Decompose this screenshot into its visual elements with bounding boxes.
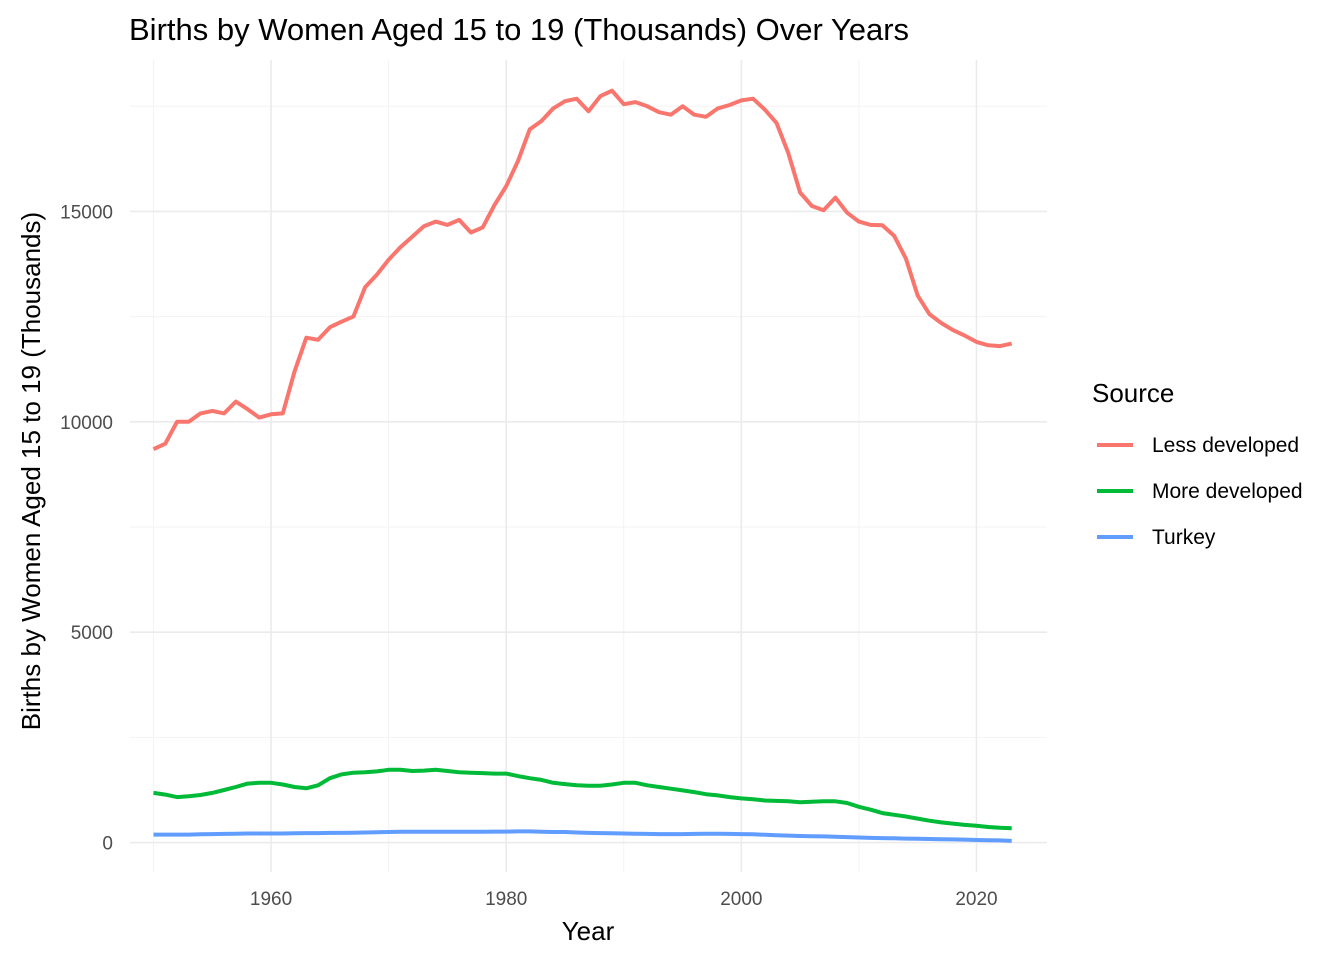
legend-label: Less developed [1152, 434, 1299, 457]
x-axis-title: Year [562, 916, 615, 946]
legend-item: More developed [1097, 480, 1303, 503]
x-tick-label: 2000 [720, 889, 762, 910]
series-line-turkey [153, 829, 1012, 843]
tick-layer: 1960 1980 2000 2020 0 5000 10000 15000 [60, 202, 997, 910]
x-tick-label: 1960 [250, 889, 292, 910]
legend: Source Less developed More developed Turke… [1092, 378, 1303, 549]
chart-title: Births by Women Aged 15 to 19 (Thousands… [129, 12, 909, 47]
y-tick-label: 10000 [60, 413, 113, 434]
series-line-more-developed [153, 767, 1012, 831]
legend-item: Less developed [1097, 434, 1299, 457]
legend-title: Source [1092, 378, 1174, 408]
grid-layer [130, 60, 1047, 872]
legend-item: Turkey [1097, 526, 1216, 549]
legend-items: Less developed More developed Turkey [1097, 434, 1303, 549]
y-tick-label: 15000 [60, 202, 113, 223]
legend-label: Turkey [1152, 526, 1216, 549]
legend-label: More developed [1152, 480, 1303, 503]
y-tick-label: 0 [102, 834, 113, 855]
series-layer [152, 88, 1013, 843]
x-tick-label: 1980 [485, 889, 527, 910]
y-axis-title: Births by Women Aged 15 to 19 (Thousands… [16, 212, 46, 730]
series-line-less-developed [152, 88, 1013, 452]
y-tick-label: 5000 [71, 623, 113, 644]
x-tick-label: 2020 [955, 889, 997, 910]
